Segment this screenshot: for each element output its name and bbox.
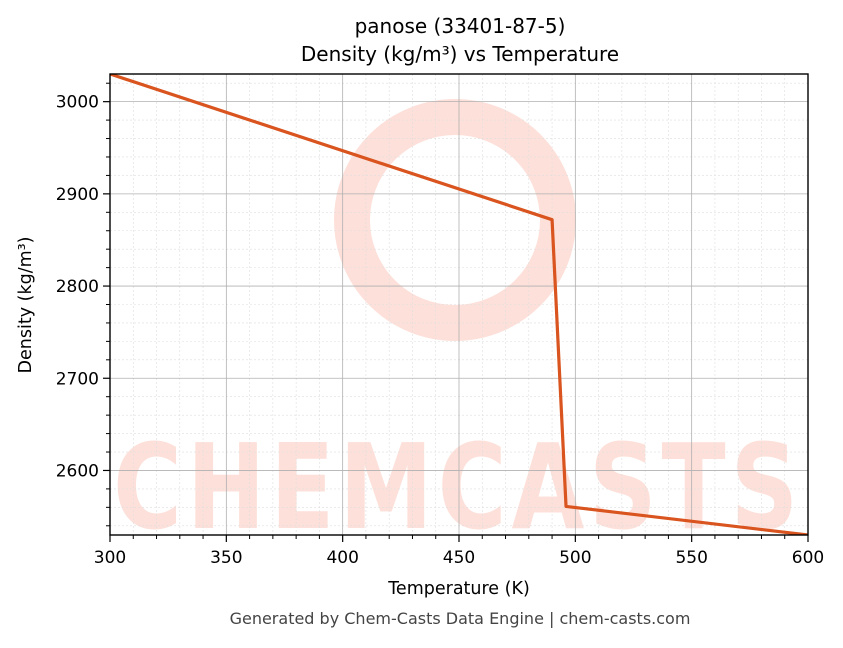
chart-title-line2: Density (kg/m³) vs Temperature xyxy=(301,42,619,66)
y-tick-label: 3000 xyxy=(56,93,99,113)
series-layer xyxy=(110,74,808,535)
y-tick-label: 2700 xyxy=(56,369,99,389)
y-axis: 2600 2700 2800 2900 3000 xyxy=(56,82,110,527)
x-tick-label: 450 xyxy=(443,548,475,568)
chart-title-line1: panose (33401-87-5) xyxy=(355,14,566,38)
watermark: CHEMCASTS xyxy=(113,99,803,556)
watermark-text: CHEMCASTS xyxy=(113,418,803,556)
footer-credit: Generated by Chem-Casts Data Engine | ch… xyxy=(230,609,691,628)
y-tick-label: 2900 xyxy=(56,185,99,205)
x-tick-label: 600 xyxy=(792,548,824,568)
x-tick-label: 500 xyxy=(559,548,591,568)
x-axis: 300 350 400 450 500 550 600 xyxy=(94,535,824,568)
y-tick-label: 2600 xyxy=(56,461,99,481)
y-tick-label: 2800 xyxy=(56,277,99,297)
x-tick-label: 350 xyxy=(210,548,242,568)
watermark-logo-ring xyxy=(334,99,576,341)
x-tick-label: 400 xyxy=(326,548,358,568)
density-series-line xyxy=(110,74,808,535)
x-axis-label: Temperature (K) xyxy=(387,579,530,599)
x-tick-label: 550 xyxy=(675,548,707,568)
y-axis-label: Density (kg/m³) xyxy=(16,237,36,374)
x-tick-label: 300 xyxy=(94,548,126,568)
